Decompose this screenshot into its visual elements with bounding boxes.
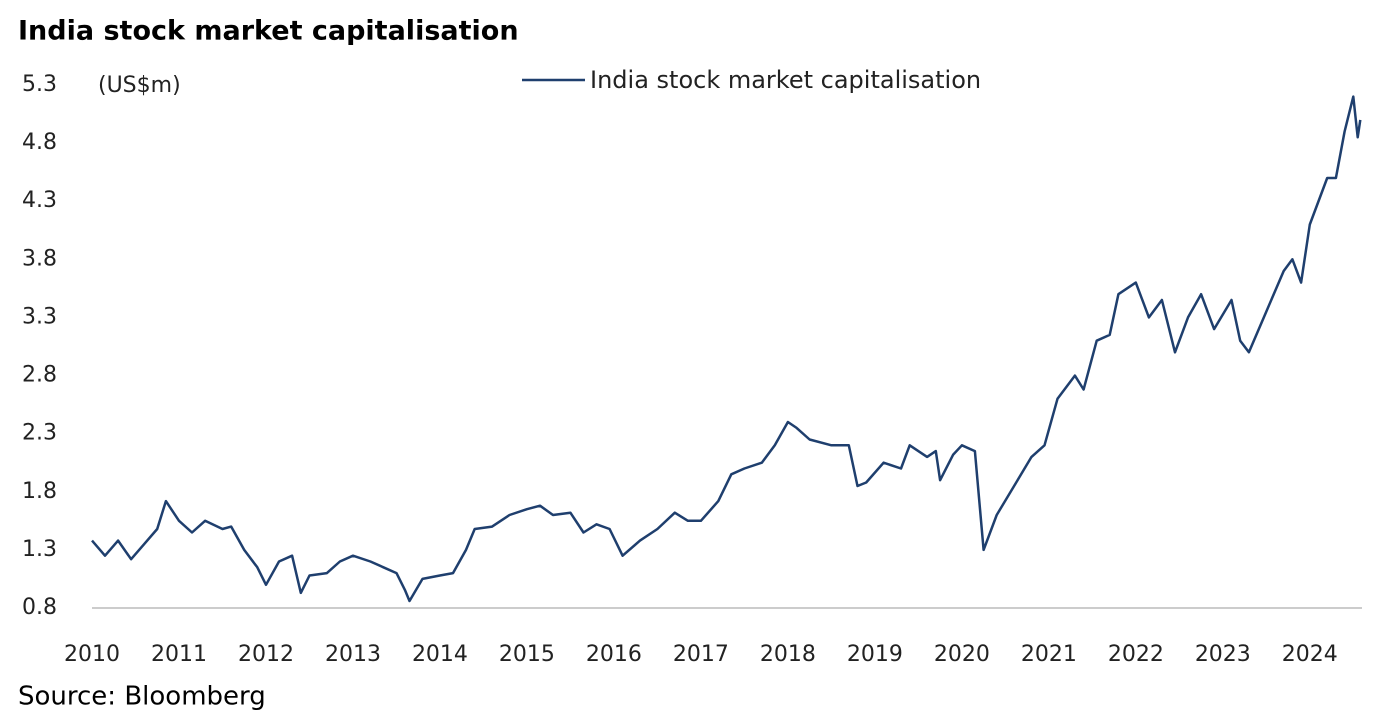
y-tick-label: 2.8: [22, 363, 57, 388]
data-line: [91, 95, 1362, 603]
x-tick-label: 2024: [1282, 642, 1338, 667]
x-tick-label: 2013: [325, 642, 381, 667]
x-tick-label: 2020: [934, 642, 990, 667]
x-tick-label: 2021: [1021, 642, 1077, 667]
y-tick-label: 1.3: [22, 537, 57, 562]
x-tick-label: 2023: [1195, 642, 1251, 667]
chart-title: India stock market capitalisation: [18, 16, 519, 47]
x-tick-label: 2010: [64, 642, 120, 667]
x-tick-label: 2014: [412, 642, 468, 667]
y-tick-label: 2.3: [22, 421, 57, 446]
x-tick-label: 2019: [847, 642, 903, 667]
x-tick-label: 2012: [238, 642, 294, 667]
x-tick-label: 2018: [760, 642, 816, 667]
y-tick-label: 1.8: [22, 479, 57, 504]
x-tick-label: 2016: [586, 642, 642, 667]
y-axis-unit: (US$m): [98, 73, 181, 98]
y-tick-label: 3.3: [22, 304, 57, 329]
x-tick-label: 2022: [1108, 642, 1164, 667]
x-tick-label: 2015: [499, 642, 555, 667]
x-tick-label: 2017: [673, 642, 729, 667]
y-tick-label: 3.8: [22, 246, 57, 271]
y-tick-label: 5.3: [22, 72, 57, 97]
y-tick-label: 4.8: [22, 130, 57, 155]
legend-label: India stock market capitalisation: [590, 66, 981, 94]
y-tick-label: 0.8: [22, 595, 57, 620]
x-tick-label: 2011: [151, 642, 207, 667]
source-note: Source: Bloomberg: [18, 682, 266, 712]
y-tick-label: 4.3: [22, 188, 57, 213]
